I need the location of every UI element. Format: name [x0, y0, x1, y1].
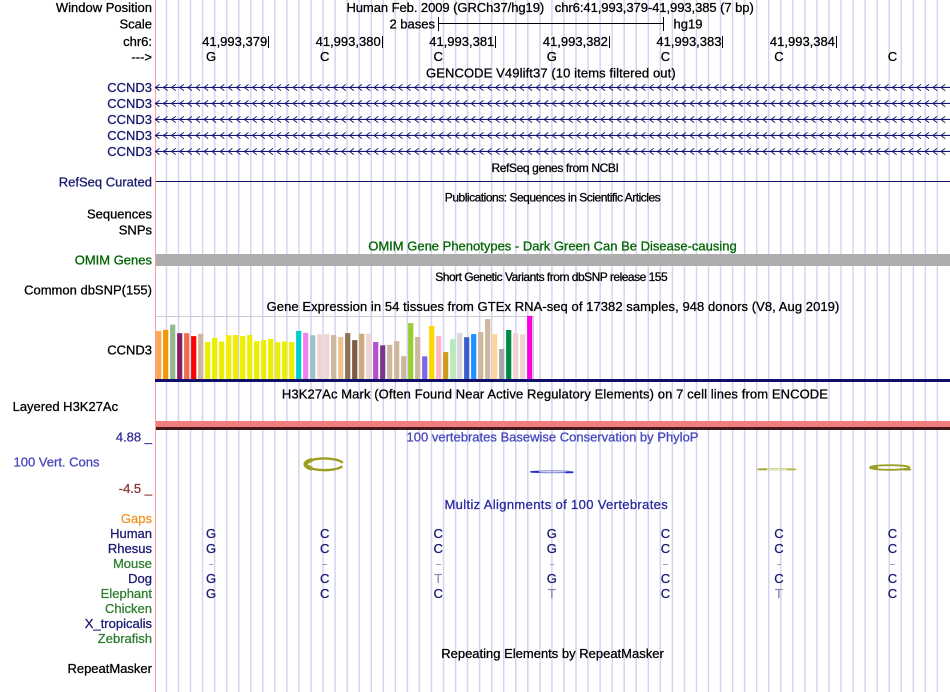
- svg-text:4.88 _: 4.88 _: [116, 430, 153, 445]
- svg-text:C: C: [320, 49, 329, 64]
- svg-text:Common dbSNP(155): Common dbSNP(155): [24, 283, 152, 298]
- svg-text:41,993,379: 41,993,379: [202, 34, 267, 49]
- svg-text:Zebrafish: Zebrafish: [98, 631, 152, 646]
- svg-text:C: C: [434, 541, 443, 556]
- svg-text:Publications: Sequences in Sci: Publications: Sequences in Scientific Ar…: [445, 191, 661, 205]
- svg-text:41,993,383: 41,993,383: [656, 34, 721, 49]
- svg-text:C: C: [434, 586, 443, 601]
- svg-text:C: C: [888, 526, 897, 541]
- svg-text:C: C: [320, 541, 329, 556]
- svg-text:T: T: [434, 571, 442, 586]
- svg-text:Rhesus: Rhesus: [108, 541, 153, 556]
- svg-text:G: G: [547, 541, 557, 556]
- svg-text:C: C: [434, 49, 443, 64]
- svg-text:41,993,381: 41,993,381: [429, 34, 494, 49]
- svg-text:C: C: [661, 541, 670, 556]
- svg-text:G: G: [547, 526, 557, 541]
- svg-text:Gaps: Gaps: [121, 511, 153, 526]
- svg-text:G: G: [206, 526, 216, 541]
- svg-text:Short Genetic Variants from db: Short Genetic Variants from dbSNP releas…: [435, 270, 668, 284]
- svg-text:C: C: [320, 571, 329, 586]
- svg-text:GENCODE V49lift37 (10 items fi: GENCODE V49lift37 (10 items filtered out…: [426, 66, 676, 81]
- svg-text:--->: --->: [131, 50, 152, 65]
- svg-text:SNPs: SNPs: [119, 223, 153, 238]
- svg-text:C: C: [888, 571, 897, 586]
- svg-text:100 vertebrates Basewise Conse: 100 vertebrates Basewise Conservation by…: [407, 430, 699, 445]
- svg-text:C: C: [320, 526, 329, 541]
- svg-text:Elephant: Elephant: [101, 586, 153, 601]
- svg-text:Repeating Elements by RepeatMa: Repeating Elements by RepeatMasker: [441, 646, 664, 661]
- svg-text:G: G: [206, 541, 216, 556]
- svg-text:RefSeq Curated: RefSeq Curated: [59, 175, 152, 190]
- svg-text:Human: Human: [110, 526, 152, 541]
- svg-text:CCND3: CCND3: [107, 80, 152, 95]
- svg-text:Mouse: Mouse: [113, 556, 152, 571]
- svg-text:C: C: [774, 541, 783, 556]
- svg-text:Gene Expression in 54 tissues: Gene Expression in 54 tissues from GTEx …: [267, 299, 840, 314]
- svg-text:CCND3: CCND3: [107, 144, 152, 159]
- svg-text:41,993,384: 41,993,384: [770, 34, 835, 49]
- svg-text:CCND3: CCND3: [107, 128, 152, 143]
- svg-text:G: G: [547, 571, 557, 586]
- svg-text:G: G: [547, 49, 557, 64]
- svg-text:100 Vert. Cons: 100 Vert. Cons: [14, 454, 100, 469]
- svg-text:Layered H3K27Ac: Layered H3K27Ac: [13, 399, 119, 414]
- svg-text:CCND3: CCND3: [107, 343, 152, 358]
- svg-text:C: C: [888, 541, 897, 556]
- svg-text:Scale: Scale: [119, 17, 152, 32]
- svg-text:G: G: [206, 586, 216, 601]
- svg-text:T: T: [775, 586, 783, 601]
- svg-text:CCND3: CCND3: [107, 112, 152, 127]
- svg-text:C: C: [888, 49, 897, 64]
- svg-text:C: C: [661, 49, 670, 64]
- svg-text:C: C: [774, 49, 783, 64]
- svg-text:C: C: [774, 571, 783, 586]
- svg-text:2 bases: 2 bases: [389, 17, 435, 32]
- svg-text:CCND3: CCND3: [107, 96, 152, 111]
- svg-text:chr6:: chr6:: [123, 34, 152, 49]
- svg-text:T: T: [548, 586, 556, 601]
- svg-text:Human Feb. 2009 (GRCh37/hg19): Human Feb. 2009 (GRCh37/hg19) chr6:41,99…: [346, 0, 753, 15]
- svg-text:Dog: Dog: [128, 571, 152, 586]
- svg-text:Sequences: Sequences: [87, 207, 153, 222]
- svg-text:Multiz Alignments of 100 Verte: Multiz Alignments of 100 Vertebrates: [444, 497, 668, 512]
- svg-text:41,993,380: 41,993,380: [316, 34, 381, 49]
- svg-text:RefSeq genes from NCBI: RefSeq genes from NCBI: [491, 161, 618, 175]
- svg-text:C: C: [888, 586, 897, 601]
- svg-text:C: C: [661, 571, 670, 586]
- svg-text:-4.5 _: -4.5 _: [119, 481, 153, 496]
- svg-text:C: C: [661, 526, 670, 541]
- svg-text:Chicken: Chicken: [105, 601, 152, 616]
- svg-text:X_tropicalis: X_tropicalis: [85, 616, 153, 631]
- svg-text:hg19: hg19: [674, 17, 703, 32]
- svg-text:H3K27Ac Mark (Often Found Near: H3K27Ac Mark (Often Found Near Active Re…: [282, 387, 828, 402]
- svg-text:OMIM Gene Phenotypes - Dark Gr: OMIM Gene Phenotypes - Dark Green Can Be…: [368, 239, 737, 254]
- svg-text:RepeatMasker: RepeatMasker: [67, 661, 152, 676]
- svg-text:C: C: [434, 526, 443, 541]
- svg-text:G: G: [206, 49, 216, 64]
- svg-text:Window Position: Window Position: [56, 0, 152, 15]
- svg-text:C: C: [320, 586, 329, 601]
- svg-text:G: G: [206, 571, 216, 586]
- svg-text:41,993,382: 41,993,382: [543, 34, 608, 49]
- svg-text:C: C: [661, 586, 670, 601]
- svg-text:OMIM Genes: OMIM Genes: [75, 253, 153, 268]
- svg-text:C: C: [774, 526, 783, 541]
